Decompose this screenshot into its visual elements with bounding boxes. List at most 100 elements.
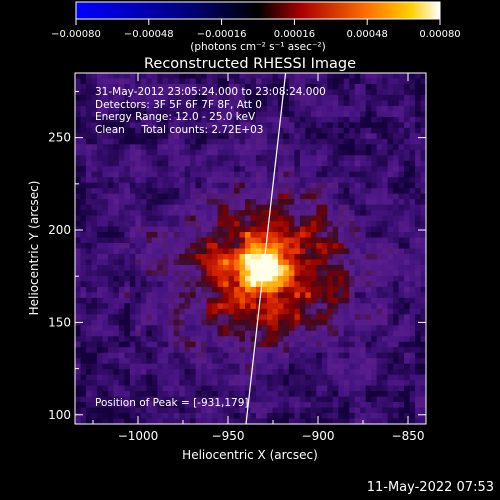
heatmap-cell [333,161,339,167]
heatmap-cell [349,259,355,265]
heatmap-cell [80,342,86,348]
heatmap-cell [256,210,262,216]
heatmap-cell [294,238,300,244]
heatmap-cell [102,221,108,227]
heatmap-cell [399,122,405,128]
heatmap-cell [146,375,152,381]
heatmap-cell [124,353,130,359]
heatmap-cell [360,221,366,227]
heatmap-cell [360,309,366,315]
heatmap-cell [311,259,317,265]
heatmap-cell [366,249,372,255]
heatmap-cell [113,243,119,249]
heatmap-cell [174,358,180,364]
heatmap-cell [344,133,350,139]
heatmap-cell [152,276,158,282]
heatmap-cell [366,309,372,315]
heatmap-cell [349,128,355,134]
heatmap-cell [75,276,81,282]
heatmap-cell [300,391,306,397]
heatmap-cell [86,287,92,293]
heatmap-cell [196,259,202,265]
heatmap-cell [179,353,185,359]
heatmap-cell [283,347,289,353]
heatmap-cell [305,391,311,397]
heatmap-cell [97,386,103,392]
x-tick-label: −900 [302,429,335,443]
heatmap-cell [130,177,136,183]
heatmap-cell [80,413,86,419]
heatmap-cell [234,199,240,205]
heatmap-cell [388,205,394,211]
heatmap-cell [80,122,86,128]
heatmap-cell [185,259,191,265]
heatmap-cell [130,243,136,249]
heatmap-cell [135,380,141,386]
heatmap-cell [399,177,405,183]
heatmap-cell [141,172,147,178]
heatmap-cell [305,281,311,287]
heatmap-cell [338,298,344,304]
heatmap-cell [91,144,97,150]
heatmap-cell [327,325,333,331]
heatmap-cell [124,303,130,309]
heatmap-cell [294,298,300,304]
heatmap-cell [135,232,141,238]
heatmap-cell [338,161,344,167]
heatmap-cell [377,303,383,309]
heatmap-cell [333,155,339,161]
heatmap-cell [223,303,229,309]
heatmap-cell [212,227,218,233]
heatmap-cell [289,391,295,397]
heatmap-cell [218,292,224,298]
heatmap-cell [146,177,152,183]
heatmap-cell [294,292,300,298]
heatmap-cell [196,232,202,238]
heatmap-cell [371,100,377,106]
heatmap-cell [300,281,306,287]
heatmap-cell [360,144,366,150]
heatmap-cell [327,408,333,414]
heatmap-cell [91,380,97,386]
heatmap-cell [344,243,350,249]
heatmap-cell [113,259,119,265]
heatmap-cell [338,397,344,403]
heatmap-cell [272,216,278,222]
heatmap-cell [267,183,273,189]
heatmap-cell [157,380,163,386]
heatmap-cell [179,259,185,265]
heatmap-cell [327,194,333,200]
heatmap-cell [371,298,377,304]
heatmap-cell [278,177,284,183]
heatmap-cell [355,210,361,216]
heatmap-cell [223,199,229,205]
heatmap-cell [201,199,207,205]
heatmap-cell [119,380,125,386]
heatmap-cell [388,397,394,403]
heatmap-cell [91,221,97,227]
heatmap-cell [382,276,388,282]
heatmap-cell [327,139,333,145]
heatmap-cell [141,259,147,265]
heatmap-cell [234,139,240,145]
heatmap-cell [141,386,147,392]
heatmap-cell [399,155,405,161]
heatmap-cell [388,303,394,309]
heatmap-cell [294,155,300,161]
heatmap-cell [371,314,377,320]
heatmap-cell [278,265,284,271]
heatmap-cell [344,397,350,403]
heatmap-cell [327,270,333,276]
heatmap-cell [327,117,333,123]
heatmap-cell [283,375,289,381]
heatmap-cell [152,331,158,337]
heatmap-cell [410,100,416,106]
heatmap-cell [410,369,416,375]
heatmap-cell [294,413,300,419]
heatmap-cell [377,188,383,194]
heatmap-cell [333,325,339,331]
heatmap-cell [388,265,394,271]
heatmap-cell [322,259,328,265]
heatmap-cell [80,292,86,298]
heatmap-cell [163,73,169,79]
